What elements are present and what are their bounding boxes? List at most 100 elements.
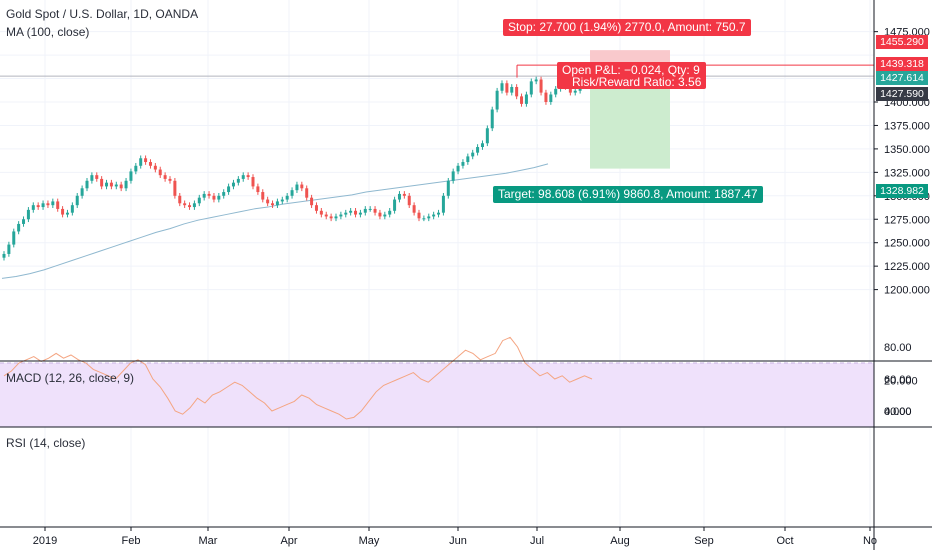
grid — [0, 0, 874, 526]
rsi-pane — [0, 336, 874, 428]
candle-body — [207, 193, 211, 196]
candle-body — [85, 180, 89, 189]
x-tick-label: Apr — [280, 535, 297, 547]
candle-body — [119, 184, 123, 189]
y-tick-label: 1350.000 — [884, 144, 930, 156]
rsi-line — [3, 336, 593, 420]
candle-body — [144, 158, 148, 163]
macd-label: MACD (12, 26, close, 9) — [6, 371, 135, 385]
candle-body — [524, 94, 528, 104]
candle-body — [90, 175, 94, 181]
candle-body — [158, 169, 162, 176]
x-tick-label: Mar — [199, 535, 218, 547]
y-tick-label: 1225.000 — [884, 261, 930, 273]
macd-tick-label: 20.000 — [884, 376, 918, 388]
candle-body — [529, 81, 533, 95]
candle-body — [183, 203, 187, 206]
candle-body — [383, 214, 387, 217]
candle-body — [393, 199, 397, 211]
target-zone — [590, 76, 670, 169]
stop-label: Stop: 27.700 (1.94%) 2770.0, Amount: 750… — [503, 19, 751, 36]
candle-body — [148, 162, 152, 166]
candle-body — [544, 92, 548, 102]
candle-body — [329, 216, 333, 219]
candle-body — [114, 184, 118, 187]
candle-body — [485, 128, 489, 144]
candle-body — [471, 152, 475, 157]
candle-body — [319, 210, 323, 215]
candle-body — [266, 199, 270, 204]
candle-body — [368, 208, 372, 210]
candle-body — [402, 193, 406, 196]
x-tick-label: Jun — [449, 535, 467, 547]
price-tag: 1328.982 — [876, 184, 928, 198]
candle-body — [573, 90, 577, 93]
candle-body — [26, 209, 30, 220]
candle-body — [539, 79, 543, 93]
rr-text: Risk/Reward Ratio: 3.56 — [572, 75, 702, 89]
y-axis-ticks: 1200.0001225.0001250.0001275.0001300.000… — [874, 27, 930, 418]
y-tick-label: 1275.000 — [884, 214, 930, 226]
candle-body — [397, 193, 401, 200]
candle-body — [129, 171, 133, 181]
candle-body — [202, 193, 206, 198]
candle-body — [339, 214, 343, 217]
candle-body — [12, 231, 16, 245]
y-tick-label: 1250.000 — [884, 238, 930, 250]
candle-body — [295, 184, 299, 191]
candle-body — [324, 214, 328, 217]
candle-body — [217, 195, 221, 200]
candle-body — [153, 165, 157, 170]
macd-tick-label: 0.000 — [884, 406, 912, 418]
candle-body — [95, 175, 99, 179]
ma100-line — [1, 163, 549, 279]
candle-body — [275, 201, 279, 206]
candle-body — [100, 178, 104, 187]
candle-body — [56, 201, 60, 209]
candle-body — [7, 244, 11, 254]
rsi-tick-label: 40.00 — [884, 406, 912, 418]
candle-body — [271, 203, 275, 206]
candle-body — [354, 210, 358, 215]
candle-body — [310, 197, 314, 206]
candle-body — [373, 208, 377, 213]
candle-body — [17, 223, 21, 232]
candle-body — [505, 83, 509, 93]
x-tick-label: Feb — [122, 535, 141, 547]
candle-body — [41, 203, 45, 208]
candle-body — [568, 86, 572, 93]
price-tag: 1439.318 — [876, 57, 928, 71]
candle-body — [305, 188, 309, 198]
candle-body — [46, 203, 50, 206]
candle-body — [75, 195, 79, 206]
candle-body — [495, 90, 499, 110]
y-tick-label: 1200.000 — [884, 285, 930, 297]
candle-body — [515, 86, 519, 97]
candle-body — [134, 165, 138, 172]
candle-body — [437, 212, 441, 215]
candle-body — [422, 218, 426, 220]
candle-body — [139, 158, 143, 166]
candle-body — [212, 195, 216, 200]
candle-body — [480, 143, 484, 148]
candle-body — [412, 205, 416, 213]
candle-body — [490, 109, 494, 129]
price-tag: 1427.614 — [876, 71, 928, 85]
candle-body — [554, 88, 558, 95]
candle-body — [178, 195, 182, 204]
candle-body — [197, 197, 201, 204]
candle-body — [334, 216, 338, 219]
y-tick-label: 1375.000 — [884, 120, 930, 132]
candle-body — [456, 165, 460, 172]
candle-body — [2, 253, 6, 258]
candle-body — [314, 205, 318, 211]
candle-body — [109, 182, 113, 187]
candle-body — [231, 182, 235, 187]
candle-body — [427, 216, 431, 219]
candle-body — [378, 212, 382, 217]
candle-body — [300, 184, 304, 189]
candle-body — [520, 96, 524, 104]
candle-body — [358, 212, 362, 215]
